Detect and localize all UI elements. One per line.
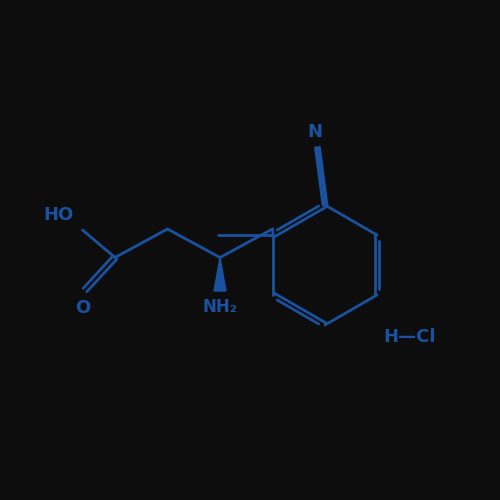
Text: N: N — [308, 124, 322, 142]
Text: HO: HO — [44, 206, 74, 224]
Text: NH₂: NH₂ — [202, 298, 237, 316]
Text: O: O — [75, 299, 90, 317]
Text: H—Cl: H—Cl — [384, 328, 436, 346]
Polygon shape — [214, 258, 226, 291]
